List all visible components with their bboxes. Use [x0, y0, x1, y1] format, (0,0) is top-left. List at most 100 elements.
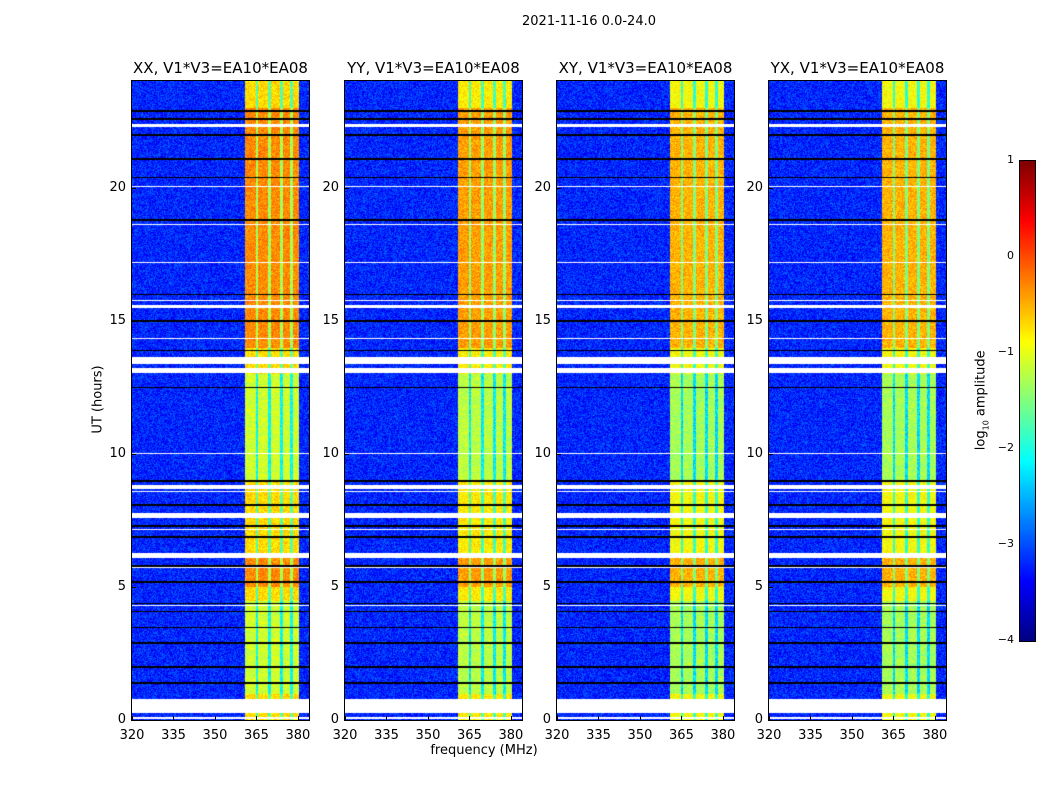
heatmap-image: [769, 81, 946, 720]
y-tick-label: 20: [534, 179, 551, 195]
x-tick-label: 335: [586, 728, 611, 743]
panel-title: YY, V1*V3=EA10*EA08: [347, 59, 520, 77]
y-tick-label: 5: [542, 578, 551, 594]
x-tick-label: 380: [498, 728, 524, 743]
y-tick-label: 5: [117, 578, 126, 594]
y-tick-label: 5: [754, 578, 763, 594]
x-tick-mark: [386, 716, 388, 720]
heatmap-image: [557, 81, 734, 720]
x-tick-mark: [893, 716, 895, 720]
y-tick-mark: [132, 320, 136, 322]
x-tick-mark: [810, 716, 812, 720]
x-tick-mark: [132, 716, 133, 720]
colorbar-tick-label: −3: [997, 537, 1014, 550]
y-tick-label: 0: [542, 712, 551, 727]
y-tick-mark: [345, 320, 349, 322]
x-tick-mark: [297, 716, 299, 720]
x-tick-mark: [214, 716, 216, 720]
y-tick-mark: [557, 453, 561, 455]
y-axis-label: UT (hours): [90, 365, 106, 434]
y-tick-mark: [769, 586, 773, 588]
panel-title: YX, V1*V3=EA10*EA08: [770, 59, 945, 77]
y-tick-mark: [345, 453, 349, 455]
y-tick-label: 5: [330, 578, 339, 594]
x-tick-label: 320: [119, 728, 145, 743]
waterfall-panel: YY, V1*V3=EA10*EA08 320 335 350 365 380 0 5 10 15…: [322, 59, 523, 743]
y-tick-mark: [345, 720, 349, 721]
x-tick-mark: [639, 716, 641, 720]
panel-title: XX, V1*V3=EA10*EA08: [133, 59, 308, 77]
y-tick-mark: [557, 320, 561, 322]
y-tick-mark: [769, 453, 773, 455]
y-tick-label: 15: [322, 312, 339, 328]
waterfall-panel: XX, V1*V3=EA10*EA08 320 335 350 365 380 0 5 10 15…: [109, 59, 310, 743]
x-tick-mark: [469, 716, 471, 720]
x-tick-mark: [345, 716, 346, 720]
x-axis-label: frequency (MHz): [430, 743, 538, 758]
x-tick-label: 380: [710, 728, 736, 743]
colorbar-tick-label: −2: [997, 441, 1014, 454]
x-tick-label: 365: [457, 728, 482, 743]
y-tick-mark: [132, 586, 136, 588]
x-tick-mark: [722, 716, 724, 720]
colorbar: [1019, 160, 1036, 642]
x-tick-mark: [769, 716, 770, 720]
colorbar-label: log10 amplitude: [973, 350, 991, 451]
x-tick-label: 365: [669, 728, 694, 743]
x-tick-label: 350: [627, 728, 653, 743]
x-tick-mark: [681, 716, 683, 720]
colorbar-tick-label: −4: [997, 633, 1014, 646]
y-tick-mark: [769, 187, 773, 189]
y-tick-mark: [769, 720, 773, 721]
y-tick-mark: [557, 187, 561, 189]
y-tick-label: 10: [322, 445, 339, 461]
y-tick-label: 15: [109, 312, 126, 328]
x-tick-mark: [557, 716, 558, 720]
x-tick-label: 365: [244, 728, 269, 743]
figure-title: 2021-11-16 0.0-24.0: [522, 14, 656, 29]
y-tick-mark: [132, 453, 136, 455]
x-tick-label: 350: [415, 728, 441, 743]
y-tick-label: 20: [746, 179, 763, 195]
waterfall-panel: XY, V1*V3=EA10*EA08 320 335 350 365 380 0 5 10 15…: [534, 59, 735, 743]
x-tick-label: 335: [798, 728, 823, 743]
colorbar-tick-label: 0: [1007, 249, 1014, 262]
heatmap-image: [132, 81, 309, 720]
y-tick-mark: [557, 720, 561, 721]
x-tick-label: 350: [202, 728, 228, 743]
y-tick-label: 0: [330, 712, 339, 727]
y-tick-label: 10: [746, 445, 763, 461]
panel-title: XY, V1*V3=EA10*EA08: [558, 59, 733, 77]
x-tick-mark: [598, 716, 600, 720]
x-tick-mark: [427, 716, 429, 720]
x-tick-label: 365: [881, 728, 906, 743]
y-tick-label: 15: [534, 312, 551, 328]
y-tick-label: 0: [754, 712, 763, 727]
y-tick-label: 15: [746, 312, 763, 328]
y-tick-label: 20: [322, 179, 339, 195]
y-tick-mark: [345, 187, 349, 189]
heatmap-image: [345, 81, 522, 720]
y-tick-mark: [132, 187, 136, 189]
y-tick-label: 20: [109, 179, 126, 195]
x-tick-label: 380: [285, 728, 311, 743]
x-tick-label: 320: [544, 728, 570, 743]
x-tick-label: 380: [922, 728, 948, 743]
x-tick-mark: [510, 716, 512, 720]
x-tick-mark: [173, 716, 175, 720]
x-tick-label: 350: [839, 728, 865, 743]
x-tick-label: 335: [161, 728, 186, 743]
colorbar-tick-label: −1: [997, 345, 1014, 358]
x-tick-label: 335: [374, 728, 399, 743]
x-tick-label: 320: [756, 728, 782, 743]
y-tick-label: 10: [534, 445, 551, 461]
y-tick-mark: [345, 586, 349, 588]
y-tick-mark: [769, 320, 773, 322]
colorbar-tick-label: 1: [1007, 153, 1014, 166]
x-tick-mark: [851, 716, 853, 720]
waterfall-panel: YX, V1*V3=EA10*EA08 320 335 350 365 380 0 5 10 15…: [746, 59, 947, 743]
x-tick-mark: [934, 716, 936, 720]
y-tick-mark: [132, 720, 136, 721]
y-tick-label: 0: [117, 712, 126, 727]
